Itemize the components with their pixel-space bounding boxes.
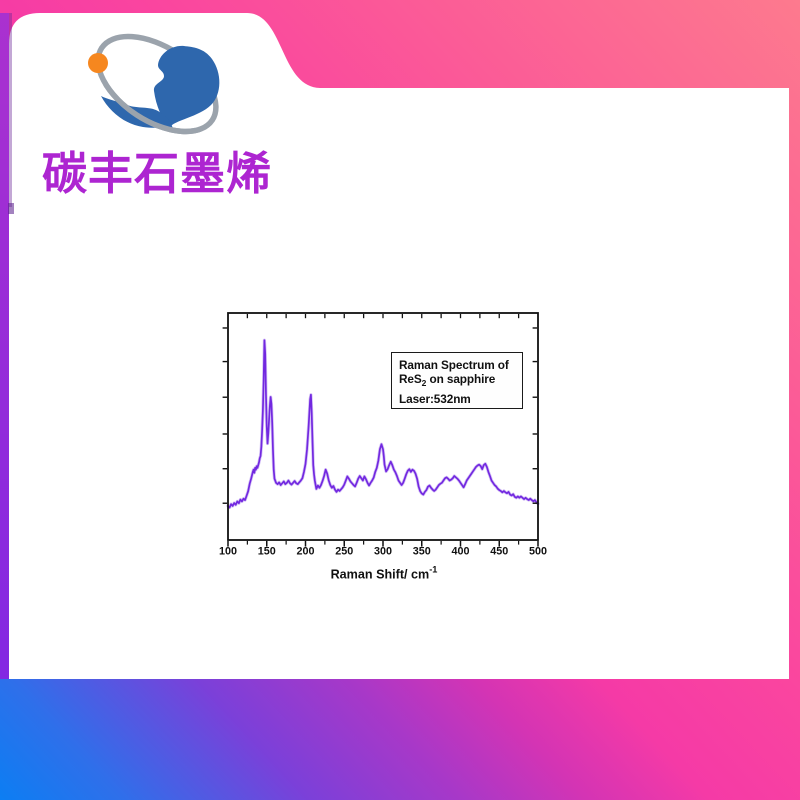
spectrum-line xyxy=(227,339,539,509)
x-axis-tick-label: 150 xyxy=(258,546,276,558)
x-axis-tick-label: 500 xyxy=(529,546,547,558)
left-purple-strip xyxy=(0,13,9,679)
x-axis-tick-label: 200 xyxy=(296,546,314,558)
annotation-formula: ReS xyxy=(399,372,422,387)
raman-chart: 100 150 200 250 300 350 400 450 500 Raman Shift/ … xyxy=(200,295,560,595)
x-axis-tick-label: 350 xyxy=(413,546,431,558)
x-axis-tick-label: 100 xyxy=(219,546,237,558)
annotation-line-3: Laser:532nm xyxy=(399,392,515,406)
card-edge-notch xyxy=(8,203,14,214)
x-axis-tick-label: 250 xyxy=(335,546,353,558)
chart-annotation-box: Raman Spectrum of ReS2 on sapphire Laser… xyxy=(391,352,523,409)
annotation-line-1: Raman Spectrum of xyxy=(399,358,515,372)
annotation-formula-sub: 2 xyxy=(421,378,427,389)
x-axis-tick-label: 400 xyxy=(451,546,469,558)
x-axis-tick-label: 300 xyxy=(374,546,392,558)
plot-frame xyxy=(227,312,539,541)
annotation-laser-text: Laser:532nm xyxy=(399,392,471,407)
orbit-dot-icon xyxy=(88,53,108,73)
annotation-text-2: on sapphire xyxy=(426,372,496,387)
annotation-text-1: Raman Spectrum of xyxy=(399,358,509,372)
x-axis-tick-label: 450 xyxy=(490,546,508,558)
brand-title: 碳丰石墨烯 xyxy=(42,148,273,199)
bird-body-icon xyxy=(153,45,220,128)
annotation-line-2: ReS2 on sapphire xyxy=(399,372,515,388)
brand-logo xyxy=(88,33,220,135)
x-axis-title: Raman Shift/ cm-1 xyxy=(331,565,438,582)
card-edge-shadow xyxy=(9,13,12,207)
card-shape xyxy=(9,13,789,679)
chart-canvas: 100 150 200 250 300 350 400 450 500 Raman Shift/ … xyxy=(219,312,547,582)
